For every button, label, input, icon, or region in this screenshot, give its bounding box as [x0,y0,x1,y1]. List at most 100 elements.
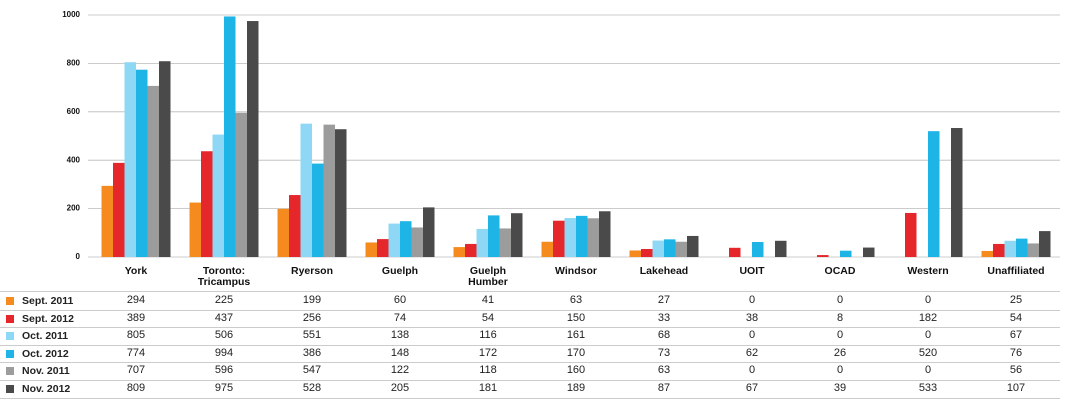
legend-swatch [6,385,14,393]
y-tick-label: 1000 [62,10,80,19]
table-cell: 87 [657,382,671,394]
table-cell: 63 [569,294,583,306]
table-cell: 389 [126,311,146,324]
table-cell: 25 [1009,294,1023,306]
table-cell: 148 [390,346,410,359]
bar [101,185,113,257]
bar [553,220,565,257]
table-cell: 60 [393,294,407,306]
bar [905,212,917,257]
legend-swatch [6,367,14,376]
bar [541,241,553,257]
legend-swatch [6,314,14,323]
table-cell: 8 [836,311,844,324]
bar [189,202,201,257]
table-rule [0,291,1060,292]
legend-swatch [6,297,14,305]
bar [124,62,136,257]
table-cell: 0 [748,364,756,377]
bar [453,247,465,257]
bar [488,215,500,257]
bar [729,247,741,257]
table-cell: 54 [481,311,495,324]
legend-label: Oct. 2012 [22,347,69,360]
table-cell: 67 [1009,329,1023,342]
bar [951,128,963,257]
bar [289,195,301,257]
bar [377,239,389,257]
table-cell: 189 [566,382,586,394]
table-cell: 551 [302,329,322,342]
bar [300,123,312,258]
y-tick-label: 600 [67,107,81,116]
table-cell: 181 [478,382,498,394]
bar [752,241,764,257]
table-cell: 0 [748,329,756,342]
table-rule [0,397,1060,399]
table-cell: 533 [918,382,938,394]
table-cell: 38 [745,311,759,324]
table-cell: 994 [214,346,234,359]
bar [652,240,664,257]
bar [675,241,687,257]
bar [564,218,576,257]
bar [511,213,523,257]
x-tick-label: UOIT [739,265,765,277]
bar [928,131,940,257]
y-tick-label: 800 [67,59,81,68]
bar [147,85,159,257]
table-cell: 74 [393,311,407,324]
x-tick-label: Lakehead [639,265,689,277]
table-rule [0,327,1060,329]
bar [817,255,829,257]
table-cell: 172 [478,346,498,359]
table-cell: 0 [748,294,756,306]
legend-swatch [6,349,14,358]
table-cell: 33 [657,311,671,324]
table-cell: 199 [302,294,322,306]
table-cell: 62 [745,346,759,359]
y-tick-label: 200 [67,204,81,213]
bar [423,207,435,257]
table-rule [0,309,1060,311]
y-tick-label: 0 [76,252,81,261]
table-cell: 56 [1009,364,1023,377]
bar [863,247,875,257]
bar [365,242,377,257]
table-cell: 205 [390,382,410,394]
y-tick-label: 400 [67,155,81,164]
x-tick-label: Windsor [555,265,597,277]
bar [136,69,148,257]
legend-label: Nov. 2011 [22,365,70,378]
table-cell: 182 [918,311,938,324]
table-cell: 118 [479,364,497,377]
x-tick-label: Guelph Humber [468,265,508,288]
legend-label: Sept. 2012 [22,312,74,325]
bar [159,61,171,257]
table-cell: 67 [745,382,759,394]
table-cell: 107 [1006,382,1026,394]
table-cell: 596 [214,364,234,377]
bar [201,151,213,257]
table-cell: 520 [918,346,938,359]
bar [247,21,259,257]
table-cell: 0 [836,294,844,306]
table-cell: 437 [214,311,234,324]
table-cell: 386 [302,346,322,359]
table-cell: 116 [479,329,497,342]
table-cell: 0 [924,364,932,377]
table-rule [0,380,1060,381]
bar [277,208,289,257]
bar [664,239,676,257]
table-cell: 161 [566,329,586,342]
bar [388,223,400,257]
bar [113,162,125,257]
bar [1039,231,1051,257]
bar [1027,243,1039,257]
table-cell: 809 [126,382,146,394]
bar [312,163,324,257]
table-cell: 39 [833,382,847,394]
bar [499,228,511,257]
